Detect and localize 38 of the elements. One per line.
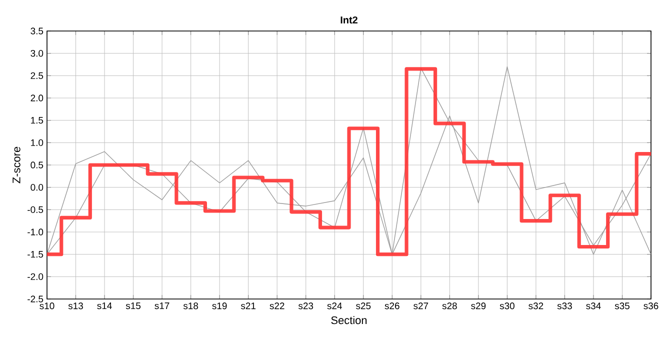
y-tick-label: 2.0 xyxy=(30,94,44,102)
x-tick-label: s10 xyxy=(40,302,54,310)
x-tick-label: s34 xyxy=(586,302,601,310)
x-tick-label: s25 xyxy=(356,302,371,310)
x-tick-label: s23 xyxy=(298,302,314,310)
y-tick-label: -1.5 xyxy=(28,251,44,258)
y-tick-label: 3.0 xyxy=(30,50,44,57)
y-tick-label: -1.0 xyxy=(28,228,44,236)
y-tick-label: -2.5 xyxy=(28,296,44,302)
x-tick-label: s21 xyxy=(240,302,256,310)
y-tick-label: 2.5 xyxy=(30,72,44,80)
y-tick-label: 0.0 xyxy=(30,184,44,191)
x-tick-label: s29 xyxy=(471,302,486,310)
x-tick-label: s19 xyxy=(212,302,227,310)
x-tick-label: s14 xyxy=(97,302,112,310)
x-tick-label: s18 xyxy=(183,302,198,310)
x-axis-title: Section xyxy=(331,316,367,324)
y-tick-label: 3.5 xyxy=(30,28,44,34)
x-tick-label: s30 xyxy=(500,302,514,310)
x-tick-label: s26 xyxy=(384,302,400,310)
x-tick-label: s35 xyxy=(614,302,630,310)
x-tick-label: s22 xyxy=(270,302,284,310)
x-tick-label: s24 xyxy=(327,302,342,310)
x-tick-label: s27 xyxy=(414,302,428,310)
x-tick-label: s33 xyxy=(557,302,572,310)
y-tick-label: 1.0 xyxy=(31,139,44,146)
x-tick-label: s13 xyxy=(68,302,83,310)
x-tick-label: s32 xyxy=(528,302,544,310)
x-tick-label: s15 xyxy=(126,302,141,310)
y-tick-label: 1.5 xyxy=(31,117,44,124)
y-tick-label: -2.0 xyxy=(28,273,44,280)
chart-title: Int2 xyxy=(340,16,358,24)
x-tick-label: s17 xyxy=(154,302,170,310)
x-tick-label: s28 xyxy=(442,302,457,310)
y-axis-title: Z-score xyxy=(12,146,20,184)
x-tick-label: s36 xyxy=(644,302,658,310)
y-tick-label: -0.5 xyxy=(28,206,44,214)
y-tick-label: 0.5 xyxy=(30,162,44,168)
